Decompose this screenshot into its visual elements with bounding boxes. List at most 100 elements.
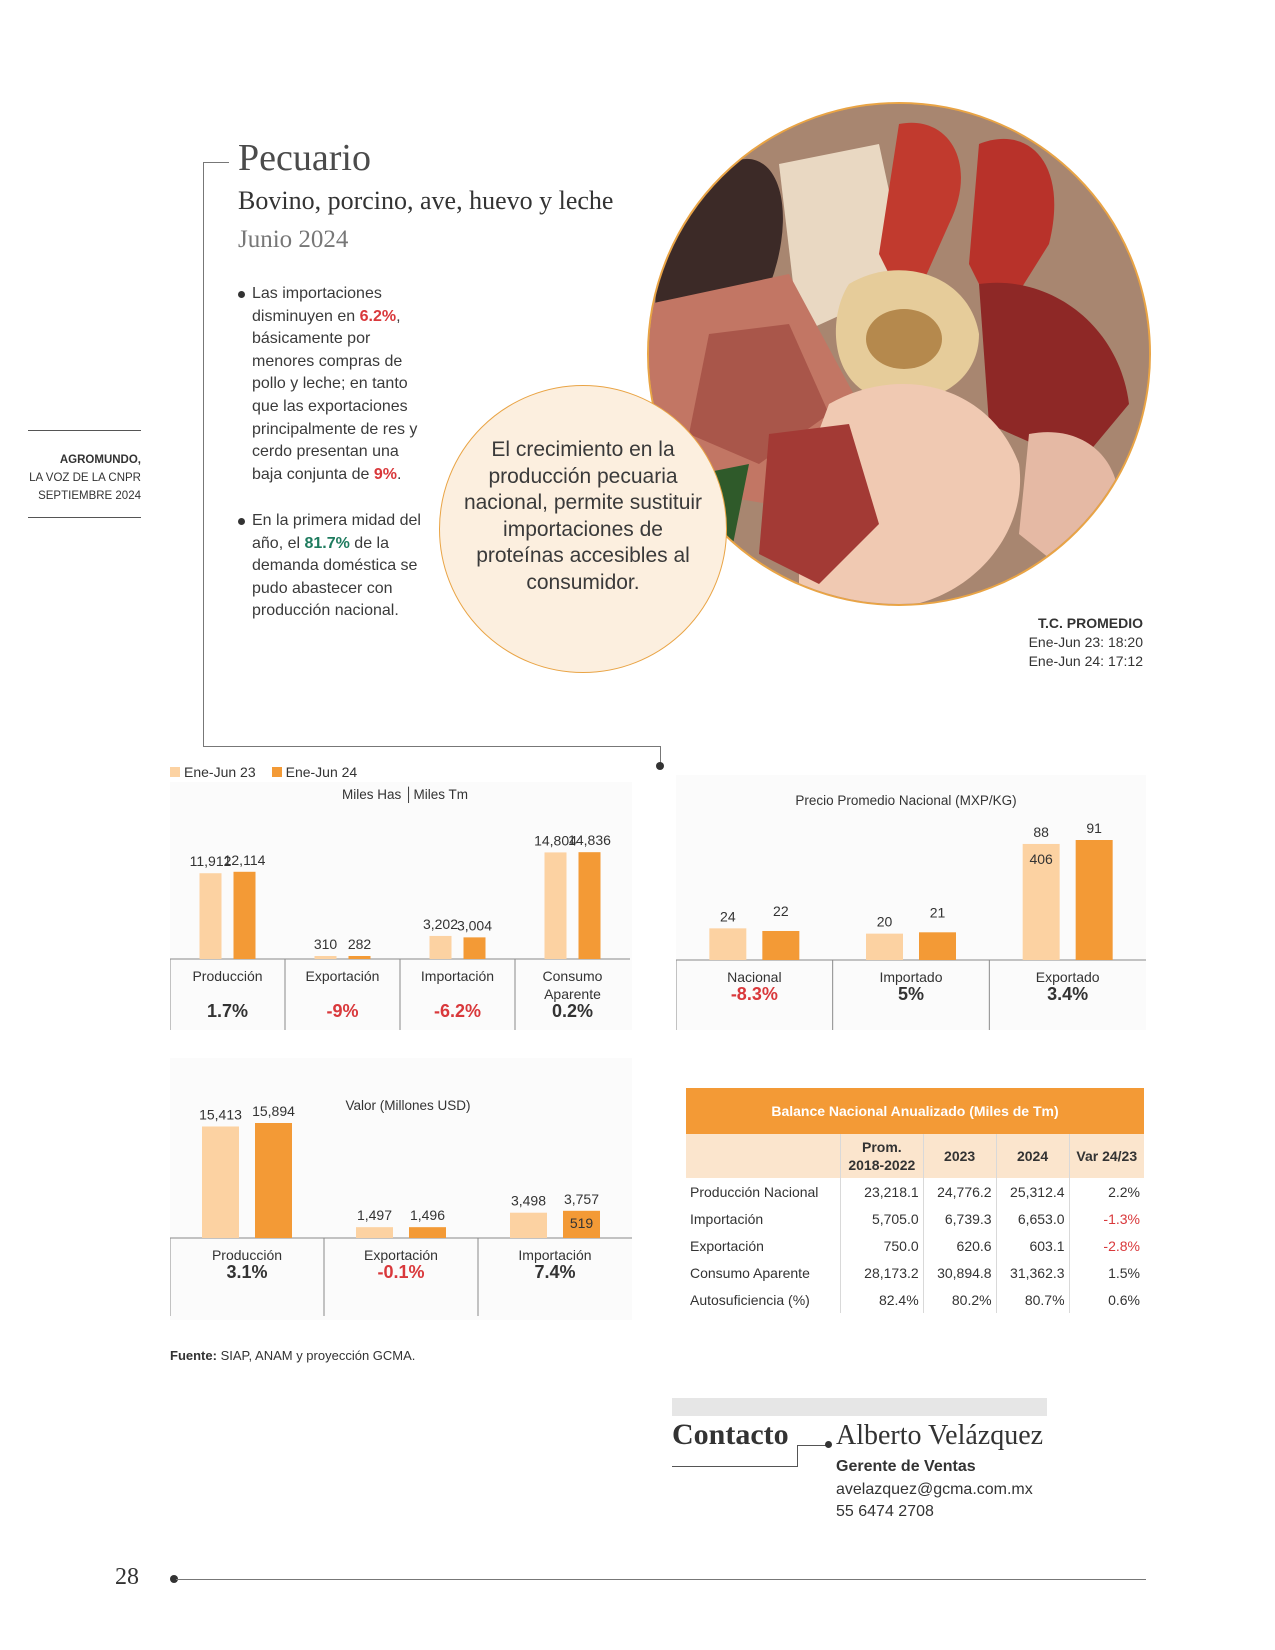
change-value: -6.2% [434, 1001, 481, 1021]
bar-ene-jun-24 [578, 852, 601, 959]
bar-ene-jun-24 [1075, 840, 1113, 960]
change-value: 3.1% [226, 1262, 267, 1282]
data-label: 22 [773, 903, 789, 919]
bracket-line [203, 746, 661, 747]
table-header-cell: 2024 [995, 1134, 1070, 1178]
data-label: 12,114 [224, 852, 266, 868]
bar-ene-jun-23 [1022, 843, 1060, 960]
category-label: Importación [421, 968, 494, 984]
change-value: 5% [898, 984, 924, 1004]
table-cell: 80.2% [922, 1286, 997, 1313]
bullet-text: de la demanda doméstica se pudo abastece… [252, 534, 418, 620]
bar-ene-jun-23 [510, 1212, 547, 1238]
table-header-cell: 2023 [922, 1134, 997, 1178]
bracket-line [203, 162, 204, 747]
page-date: Junio 2024 [238, 226, 349, 253]
category-label: Importación [518, 1247, 591, 1263]
bullet-text: Las importaciones disminuyen en [252, 285, 382, 325]
data-label: 15,413 [199, 1106, 242, 1122]
category-label: Nacional [727, 969, 781, 985]
row-label: Autosuficiencia (%) [690, 1291, 810, 1308]
legend-swatch-2023 [170, 767, 180, 777]
data-label: 14,836 [568, 832, 611, 848]
exchange-rate-title: T.C. PROMEDIO [1037, 615, 1143, 631]
table-header-cell: Var 24/23 [1068, 1134, 1144, 1178]
source-text: SIAP, ANAM y proyección GCMA. [216, 1348, 416, 1363]
meat-photo [647, 102, 1151, 606]
chart-volume-panel: Miles Has │Miles Tm 11,912 12,114 Producció… [169, 782, 632, 1037]
chart-title: Miles Has │Miles Tm [342, 786, 468, 804]
bar-ene-jun-24 [409, 1227, 446, 1238]
category-label: Producción [212, 1247, 282, 1263]
change-value: -0.1% [377, 1262, 424, 1282]
publication-name: AGROMUNDO, [59, 454, 141, 466]
data-label: 21 [930, 904, 946, 920]
table-cell: 80.7% [995, 1286, 1070, 1313]
table-cell: 24,776.2 [922, 1178, 997, 1205]
contact-role: Gerente de Ventas [836, 1458, 976, 1475]
table-cell: 1.5% [1068, 1259, 1144, 1286]
table-cell: 620.6 [922, 1232, 997, 1259]
bar-ene-jun-23 [544, 852, 567, 959]
change-value: 1.7% [207, 1001, 248, 1021]
contact-email[interactable]: avelazquez@gcma.com.mx [836, 1481, 1033, 1498]
side-rule-top [28, 430, 141, 431]
table-cell: 6,653.0 [995, 1205, 1070, 1232]
publication-note: AGROMUNDO, LA VOZ DE LA CNPR SEPTIEMBRE … [28, 451, 141, 505]
bar-ene-jun-24 [463, 937, 486, 959]
row-label: Exportación [690, 1237, 764, 1254]
data-label: 88 [1033, 824, 1049, 840]
data-label: 91 [1086, 820, 1102, 836]
chart-value-panel: Valor (Millones USD) 15,413 15,894 Producci… [169, 1058, 632, 1320]
chart-price: Precio Promedio Nacional (MXP/KG) 24 22 Nac… [675, 793, 1146, 1040]
highlight-value: 81.7% [304, 534, 350, 552]
bracket-dot [656, 762, 664, 770]
inner-data-label: 519 [570, 1215, 594, 1231]
source-label: Fuente: [170, 1348, 217, 1363]
table-row: Consumo Aparente 28,173.2 30,894.8 31,362.3… [686, 1259, 1144, 1286]
change-value: -9% [326, 1001, 358, 1021]
balance-table: Balance Nacional Anualizado (Miles de Tm… [686, 1088, 1144, 1313]
table-row: Importación 5,705.0 6,739.3 6,653.0 -1.3% [686, 1205, 1144, 1232]
bar-ene-jun-23 [429, 935, 452, 959]
exchange-rate-2024: Ene-Jun 24: 17:12 [1028, 653, 1143, 669]
data-label: 20 [877, 914, 893, 930]
category-label: Exportado [1036, 969, 1100, 985]
highlight-value: 9% [373, 465, 397, 483]
bullet-dot-icon [238, 291, 245, 298]
category-label: Exportación [306, 968, 380, 984]
table-cell: 30,894.8 [922, 1259, 997, 1286]
side-rule-bottom [28, 517, 141, 518]
data-label: 24 [720, 908, 736, 924]
bullet-dot-icon [238, 518, 245, 525]
data-label: 310 [314, 936, 338, 952]
table-header-row: Prom. 2018-2022 2023 2024 Var 24/23 [686, 1134, 1144, 1178]
footer-rule [176, 1579, 1146, 1580]
contact-name: Alberto Velázquez [836, 1420, 1044, 1451]
publication-tagline: LA VOZ DE LA CNPR [29, 472, 141, 484]
bar-ene-jun-24 [563, 1210, 600, 1238]
data-label: 3,757 [564, 1191, 599, 1207]
exchange-rate-box: T.C. PROMEDIO Ene-Jun 23: 18:20 Ene-Jun … [980, 614, 1143, 671]
bar-ene-jun-24 [348, 956, 371, 959]
contact-connector [797, 1445, 798, 1467]
table-row: Exportación 750.0 620.6 603.1 -2.8% [686, 1232, 1144, 1259]
quote-bubble [439, 385, 727, 673]
bar-ene-jun-23 [314, 956, 337, 959]
legend-swatch-2024 [271, 767, 282, 777]
chart-title: Valor (Millones USD) [345, 1098, 470, 1113]
bar-ene-jun-23 [202, 1126, 239, 1238]
page-title: Pecuario [238, 137, 371, 179]
row-label: Producción Nacional [690, 1183, 819, 1200]
table-cell: 603.1 [995, 1232, 1070, 1259]
page-subtitle: Bovino, porcino, ave, huevo y leche [238, 186, 614, 215]
table-cell: 82.4% [840, 1286, 924, 1313]
contact-phone: 55 6474 2708 [836, 1503, 934, 1520]
bullet-text: En la primera midad del año, el [252, 512, 421, 552]
category-label: Importado [879, 969, 942, 985]
inner-data-label: 406 [1029, 851, 1053, 867]
table-cell: 2.2% [1068, 1178, 1144, 1205]
table-cell: -2.8% [1068, 1232, 1144, 1259]
bar-ene-jun-23 [199, 873, 222, 959]
data-label: 3,498 [511, 1193, 546, 1209]
